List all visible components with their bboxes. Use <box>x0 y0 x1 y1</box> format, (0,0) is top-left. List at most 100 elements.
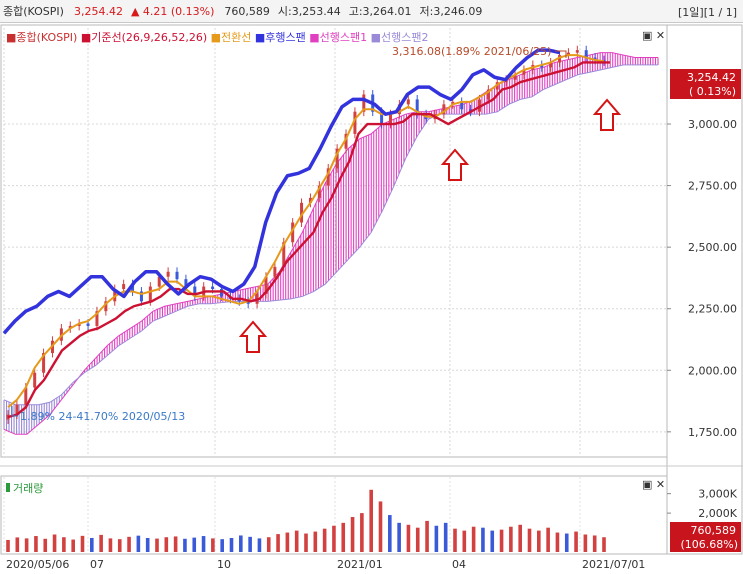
candle-body <box>575 50 579 53</box>
candle-body <box>139 291 143 302</box>
volume-bar <box>415 527 420 552</box>
candle-body <box>175 271 179 280</box>
index-name: 종합(KOSPI) <box>3 5 64 18</box>
y-tick-label: 2,750.00 <box>688 180 737 193</box>
candle-body <box>148 286 152 302</box>
candle-body <box>273 266 277 277</box>
up-arrow-marker <box>592 98 622 131</box>
x-tick-label: 2021/01 <box>337 558 383 571</box>
current-price: 3,254.42 <box>73 4 123 18</box>
volume-bar <box>378 501 383 552</box>
last-volume-label: 760,589 <box>691 524 737 537</box>
legend-entry: ■기준선(26,9,26,52,26) <box>77 31 207 44</box>
up-arrow-marker <box>238 320 268 353</box>
base-line <box>7 61 610 419</box>
candle-body <box>193 286 197 297</box>
candle-body <box>389 114 393 125</box>
volume-bar <box>369 489 373 552</box>
volume-bar <box>90 538 94 552</box>
lagging-span-line <box>2 48 561 335</box>
y-tick-label: 1,750.00 <box>688 426 737 439</box>
volume-bar <box>127 536 131 552</box>
candle-body <box>104 301 108 312</box>
candle-body <box>415 99 419 115</box>
candle-body <box>264 276 268 294</box>
y-tick-label: 2,000.00 <box>688 364 737 377</box>
right-axis-box <box>666 24 743 555</box>
highlight-arrows <box>238 98 622 353</box>
volume-bar <box>201 536 206 552</box>
candle-body <box>451 101 455 105</box>
volume-bar <box>257 538 262 552</box>
volume-bar <box>406 524 411 552</box>
x-tick-label: 2020/05/06 <box>6 558 69 571</box>
candle-body <box>344 133 348 149</box>
candle-body <box>308 197 312 203</box>
indicator-lines <box>2 48 610 419</box>
candle-body <box>317 185 321 198</box>
candle-body <box>211 286 215 290</box>
volume-bar <box>80 535 85 552</box>
volume-bar <box>583 534 588 552</box>
volume-bar <box>322 528 327 552</box>
volume-tick-label: 2,000K <box>698 507 737 520</box>
volume-legend: 거래량 <box>13 482 43 495</box>
volume-bar <box>117 539 122 552</box>
period-page-indicator[interactable]: [1일][1 / 1] <box>678 6 737 19</box>
volume-bar <box>350 517 355 552</box>
legend-entry: ■선행스팬2 <box>367 31 428 44</box>
volume-bar <box>481 527 485 552</box>
candle-body <box>584 50 588 58</box>
candle-body <box>406 99 410 105</box>
candle-body <box>86 323 90 326</box>
volume-bar <box>164 537 169 552</box>
candle-body <box>460 101 464 110</box>
volume-bar <box>499 529 504 552</box>
leading-span2-line <box>3 64 658 406</box>
candle-body <box>68 325 72 329</box>
candle-body <box>442 104 446 115</box>
x-axis-ticks: 2020/05/06 07 10 2021/01 04 2021/07/01 <box>6 558 645 571</box>
candle-body <box>33 372 37 388</box>
volume-bar <box>71 539 75 552</box>
volume-bar <box>276 534 280 552</box>
candle-body <box>95 311 99 326</box>
ichimoku-chart[interactable]: 3,000.00 2,750.00 2,500.00 2,250.00 2,000.00… <box>0 22 743 574</box>
candle-body <box>246 301 250 304</box>
volume-bar <box>453 528 457 552</box>
chart-header: 종합(KOSPI) 3,254.42 ▲ 4.21 (0.13%) 760,58… <box>0 0 743 23</box>
last-change-label: ( 0.13%) <box>689 85 736 98</box>
last-volume-badge <box>670 522 741 552</box>
volume-bar <box>434 525 439 552</box>
volume-bar <box>509 526 513 552</box>
volume-bar <box>24 538 29 552</box>
volume-bar <box>192 537 197 552</box>
candle-body <box>24 387 28 405</box>
volume-legend-marker <box>6 483 10 492</box>
legend-entry: ■전환선 <box>207 31 251 44</box>
volume-bar <box>229 538 234 552</box>
x-tick-label: 04 <box>452 558 466 571</box>
volume-window-controls[interactable]: ▣ ✕ <box>642 478 665 491</box>
window-controls[interactable]: ▣ ✕ <box>642 29 665 42</box>
volume-bar <box>220 539 224 552</box>
candle-body <box>184 279 188 287</box>
candle-body <box>237 298 241 302</box>
candle-body <box>291 222 295 243</box>
volume-bar <box>62 537 66 552</box>
volume-bar <box>155 538 159 552</box>
volume-bar <box>518 524 522 552</box>
candle-body <box>282 242 286 267</box>
high-value: 고:3,264.01 <box>348 5 412 18</box>
price-change: ▲ 4.21 (0.13%) <box>130 4 215 18</box>
candle-body <box>77 323 81 326</box>
volume-bar <box>285 532 290 552</box>
x-tick-label: 10 <box>217 558 231 571</box>
candle-body <box>113 289 117 302</box>
candle-body <box>326 168 330 186</box>
volume-bar <box>211 538 215 552</box>
volume-bar <box>266 537 271 552</box>
volume-bar <box>341 522 346 552</box>
legend-entry: ■후행스팬 <box>251 31 305 44</box>
candle-body <box>122 284 126 290</box>
